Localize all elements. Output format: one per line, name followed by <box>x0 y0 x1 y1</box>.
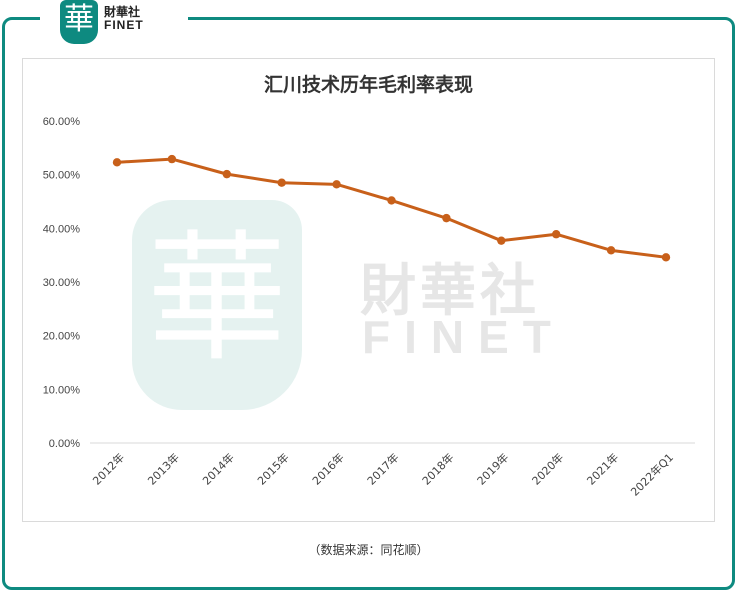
data-point <box>387 196 396 205</box>
x-tick-label: 2018年 <box>419 450 456 487</box>
data-point <box>222 169 231 179</box>
x-tick-label: 2012年 <box>90 450 127 487</box>
watermark-cn: 財華社 <box>360 259 540 324</box>
x-tick-label: 2020年 <box>529 450 566 487</box>
y-tick-label: 40.00% <box>43 223 81 235</box>
chart-title: 汇川技术历年毛利率表现 <box>263 74 473 96</box>
data-point <box>661 253 671 262</box>
x-tick-label: 2021年 <box>584 450 621 487</box>
watermark-seal: 華 <box>132 200 302 410</box>
x-tick-label: 2022年Q1 <box>628 450 677 499</box>
logo-name-cn: 財華社 <box>104 5 141 19</box>
y-tick-label: 60.00% <box>43 116 81 128</box>
data-point <box>332 180 341 189</box>
x-tick-label: 2013年 <box>145 450 182 487</box>
logo-name-en: FINET <box>104 18 144 32</box>
finet-logo: 華 財華社 FINET <box>60 0 144 44</box>
y-tick-label: 30.00% <box>43 277 81 289</box>
data-point <box>442 213 451 223</box>
y-tick-label: 0.00% <box>49 438 80 450</box>
data-point <box>552 230 561 239</box>
y-tick-label: 20.00% <box>43 331 81 343</box>
outer-frame <box>2 17 735 590</box>
data-point <box>277 178 286 187</box>
y-tick-label: 50.00% <box>43 170 81 182</box>
data-point <box>167 154 177 164</box>
y-tick-label: 10.00% <box>43 384 81 396</box>
x-tick-label: 2016年 <box>309 450 346 487</box>
source-caption: （数据来源：同花顺） <box>308 543 429 557</box>
x-tick-label: 2015年 <box>254 450 291 487</box>
logo-seal: 華 <box>60 0 98 44</box>
watermark-en: FINET <box>362 311 565 363</box>
data-point <box>497 236 506 245</box>
x-tick-label: 2014年 <box>199 450 236 487</box>
x-tick-label: 2019年 <box>474 450 511 487</box>
series-line <box>116 157 667 259</box>
data-point <box>606 246 616 255</box>
x-tick-label: 2017年 <box>364 450 401 487</box>
data-point <box>112 158 122 167</box>
